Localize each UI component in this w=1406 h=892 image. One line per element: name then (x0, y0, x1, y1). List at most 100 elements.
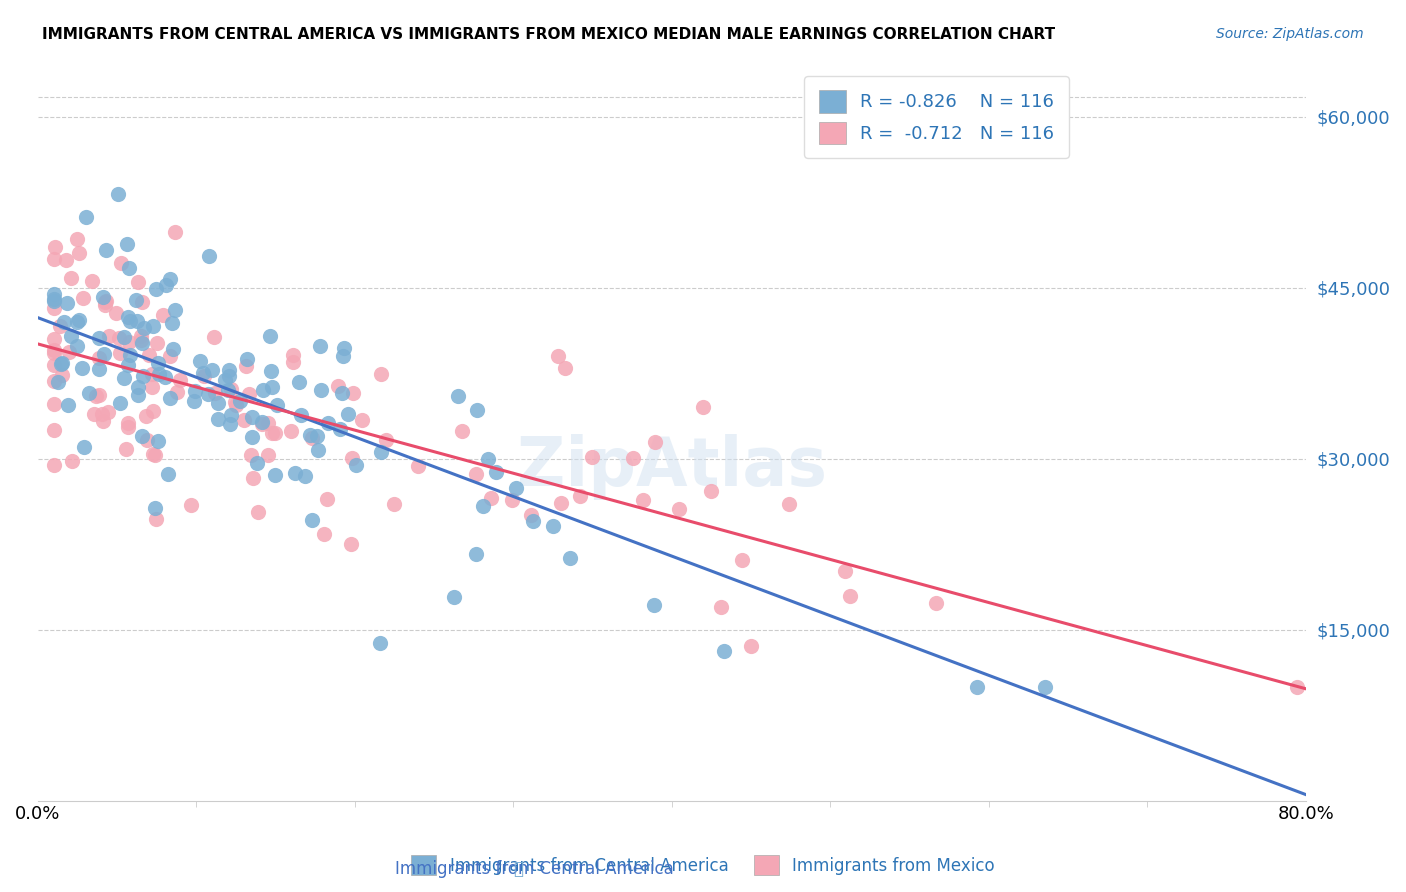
Point (260, 364, 283, 378)
Point (217, 383, 239, 397)
Point (143, 501, 166, 516)
Text: Source: ZipAtlas.com: Source: ZipAtlas.com (1216, 27, 1364, 41)
Point (131, 294, 153, 309)
Point (294, 469, 316, 483)
Point (183, 384, 205, 398)
Point (522, 514, 544, 528)
Point (472, 499, 495, 513)
Point (58, 345, 80, 359)
Point (520, 508, 543, 523)
Point (98, 329, 121, 343)
Point (97, 405, 120, 419)
Point (288, 375, 311, 389)
Point (266, 398, 288, 412)
Point (259, 329, 281, 343)
Point (66, 339, 89, 353)
Point (77, 385, 100, 400)
Point (375, 433, 398, 447)
Point (197, 387, 219, 401)
Point (117, 419, 139, 434)
Point (51, 356, 73, 370)
Point (127, 314, 149, 328)
Point (145, 512, 167, 526)
Point (117, 416, 139, 430)
Point (42, 332, 65, 346)
Point (710, 600, 733, 615)
Point (112, 330, 135, 344)
Point (240, 410, 263, 425)
Point (148, 356, 170, 370)
Point (329, 422, 352, 436)
Point (42, 252, 65, 267)
Point (408, 459, 430, 474)
Point (72, 440, 94, 454)
Point (120, 314, 142, 328)
Point (281, 348, 304, 362)
Point (60, 454, 83, 468)
Point (477, 452, 499, 467)
Point (569, 489, 592, 503)
Point (42, 374, 65, 388)
Point (60, 329, 83, 343)
Point (42, 301, 65, 315)
Point (42, 423, 65, 437)
Point (730, 553, 752, 567)
Point (309, 339, 332, 353)
Point (125, 293, 148, 308)
Point (247, 505, 270, 519)
Point (221, 382, 243, 396)
Point (131, 429, 153, 443)
Point (44, 240, 66, 254)
Point (284, 466, 307, 480)
Point (87, 351, 110, 366)
Point (46, 375, 69, 389)
Point (581, 450, 603, 465)
Point (447, 389, 470, 403)
Point (112, 370, 135, 384)
Point (340, 537, 363, 551)
Point (84, 389, 107, 403)
Point (67, 312, 90, 326)
Point (49, 357, 72, 371)
Point (83, 407, 105, 421)
Point (326, 379, 349, 393)
Legend: R = -0.826    N = 116, R =  -0.712   N = 116: R = -0.826 N = 116, R = -0.712 N = 116 (804, 76, 1069, 158)
Point (75, 211, 97, 225)
Point (713, 644, 735, 658)
Point (262, 380, 284, 394)
Point (263, 467, 285, 482)
Point (201, 363, 224, 377)
Point (1035, 680, 1057, 694)
Point (668, 502, 690, 516)
Point (117, 310, 139, 324)
Point (42, 343, 65, 357)
Point (316, 416, 339, 430)
Point (301, 431, 323, 445)
Point (55, 253, 77, 268)
Point (382, 497, 405, 511)
Point (505, 481, 527, 495)
Point (188, 353, 211, 368)
Text: ZipAtlas: ZipAtlas (517, 434, 827, 500)
Point (232, 413, 254, 427)
Point (114, 442, 136, 456)
Point (314, 527, 336, 541)
Point (225, 398, 247, 412)
Point (135, 409, 157, 423)
Point (166, 385, 188, 400)
Point (42, 293, 65, 308)
Point (839, 589, 862, 603)
Point (120, 347, 142, 361)
Point (344, 458, 367, 473)
Point (214, 373, 236, 387)
Point (117, 358, 139, 372)
Point (110, 346, 132, 360)
Point (643, 598, 665, 612)
Point (307, 443, 329, 458)
Point (159, 349, 181, 363)
Point (118, 261, 141, 276)
Point (464, 467, 486, 481)
Point (80, 274, 103, 288)
Point (235, 359, 257, 374)
Point (160, 316, 183, 330)
